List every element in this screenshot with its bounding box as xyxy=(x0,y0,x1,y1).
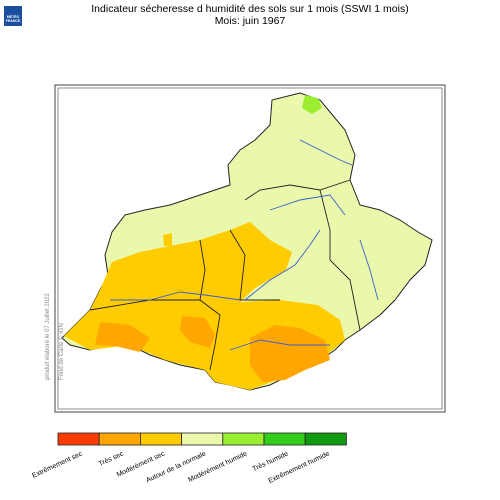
credit-text: produit élaboré le 07 Juillet 2022 xyxy=(45,293,51,380)
legend-swatch xyxy=(304,432,347,446)
legend-label: Extrêmement sec xyxy=(31,450,84,480)
very-dry-zone xyxy=(95,322,150,352)
logo-text: FRANCE xyxy=(6,19,21,23)
legend-label: Très humide xyxy=(252,450,290,473)
legend-swatch xyxy=(263,432,306,446)
legend-swatch xyxy=(139,432,182,446)
dry-zone xyxy=(163,233,172,246)
legend-label: Très sec xyxy=(98,450,125,468)
rivers xyxy=(110,139,379,351)
logo-text: MÉTÉO xyxy=(7,14,20,19)
credit-text: Fond de Carte © IGN xyxy=(58,323,65,380)
legend-swatch xyxy=(181,432,224,446)
very-dry-zone xyxy=(250,325,330,382)
map-frame xyxy=(57,87,443,410)
legend-swatch xyxy=(222,432,265,446)
title: Indicateur sécheresse d humidité des sol… xyxy=(91,3,408,15)
map-frame xyxy=(54,84,446,413)
logo xyxy=(4,6,22,26)
very-dry-zone xyxy=(180,316,215,348)
subtitle: Mois: juin 1967 xyxy=(215,15,286,27)
humid-zone xyxy=(302,95,322,114)
legend-swatch xyxy=(57,432,100,446)
legend-swatch xyxy=(98,432,141,446)
